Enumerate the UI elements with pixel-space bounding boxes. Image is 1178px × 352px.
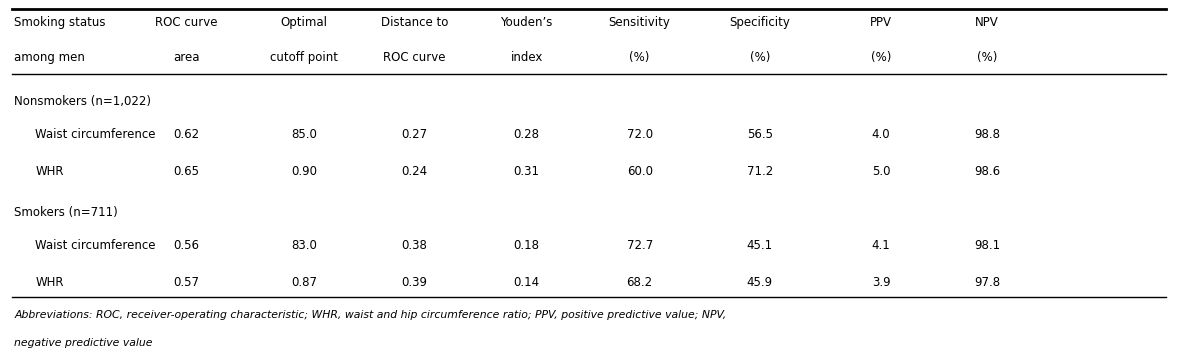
Text: ROC curve: ROC curve <box>383 51 446 64</box>
Text: 71.2: 71.2 <box>747 165 773 178</box>
Text: (%): (%) <box>871 51 892 64</box>
Text: Sensitivity: Sensitivity <box>609 16 670 29</box>
Text: among men: among men <box>14 51 85 64</box>
Text: Abbreviations: ROC, receiver-operating characteristic; WHR, waist and hip circum: Abbreviations: ROC, receiver-operating c… <box>14 310 727 320</box>
Text: 0.14: 0.14 <box>514 276 540 289</box>
Text: (%): (%) <box>977 51 998 64</box>
Text: 0.24: 0.24 <box>402 165 428 178</box>
Text: 45.9: 45.9 <box>747 276 773 289</box>
Text: 5.0: 5.0 <box>872 165 891 178</box>
Text: index: index <box>510 51 543 64</box>
Text: 60.0: 60.0 <box>627 165 653 178</box>
Text: negative predictive value: negative predictive value <box>14 338 153 348</box>
Text: 45.1: 45.1 <box>747 239 773 252</box>
Text: 0.65: 0.65 <box>173 165 199 178</box>
Text: 0.38: 0.38 <box>402 239 428 252</box>
Text: Smoking status: Smoking status <box>14 16 106 29</box>
Text: Distance to: Distance to <box>380 16 449 29</box>
Text: (%): (%) <box>629 51 650 64</box>
Text: 0.56: 0.56 <box>173 239 199 252</box>
Text: 83.0: 83.0 <box>291 239 317 252</box>
Text: 0.39: 0.39 <box>402 276 428 289</box>
Text: 3.9: 3.9 <box>872 276 891 289</box>
Text: 0.18: 0.18 <box>514 239 540 252</box>
Text: Waist circumference: Waist circumference <box>35 128 155 142</box>
Text: area: area <box>173 51 199 64</box>
Text: (%): (%) <box>749 51 770 64</box>
Text: 0.62: 0.62 <box>173 128 199 142</box>
Text: 0.28: 0.28 <box>514 128 540 142</box>
Text: Specificity: Specificity <box>729 16 790 29</box>
Text: WHR: WHR <box>35 276 64 289</box>
Text: 98.1: 98.1 <box>974 239 1000 252</box>
Text: 98.6: 98.6 <box>974 165 1000 178</box>
Text: 0.31: 0.31 <box>514 165 540 178</box>
Text: 72.7: 72.7 <box>627 239 653 252</box>
Text: 98.8: 98.8 <box>974 128 1000 142</box>
Text: Smokers (n=711): Smokers (n=711) <box>14 206 118 219</box>
Text: PPV: PPV <box>871 16 892 29</box>
Text: cutoff point: cutoff point <box>270 51 338 64</box>
Text: 0.57: 0.57 <box>173 276 199 289</box>
Text: Youden’s: Youden’s <box>501 16 552 29</box>
Text: 97.8: 97.8 <box>974 276 1000 289</box>
Text: Optimal: Optimal <box>280 16 327 29</box>
Text: NPV: NPV <box>975 16 999 29</box>
Text: 0.87: 0.87 <box>291 276 317 289</box>
Text: Waist circumference: Waist circumference <box>35 239 155 252</box>
Text: 0.27: 0.27 <box>402 128 428 142</box>
Text: 72.0: 72.0 <box>627 128 653 142</box>
Text: 0.90: 0.90 <box>291 165 317 178</box>
Text: 68.2: 68.2 <box>627 276 653 289</box>
Text: 85.0: 85.0 <box>291 128 317 142</box>
Text: 4.1: 4.1 <box>872 239 891 252</box>
Text: 4.0: 4.0 <box>872 128 891 142</box>
Text: 56.5: 56.5 <box>747 128 773 142</box>
Text: WHR: WHR <box>35 165 64 178</box>
Text: ROC curve: ROC curve <box>154 16 218 29</box>
Text: Nonsmokers (n=1,022): Nonsmokers (n=1,022) <box>14 95 151 108</box>
